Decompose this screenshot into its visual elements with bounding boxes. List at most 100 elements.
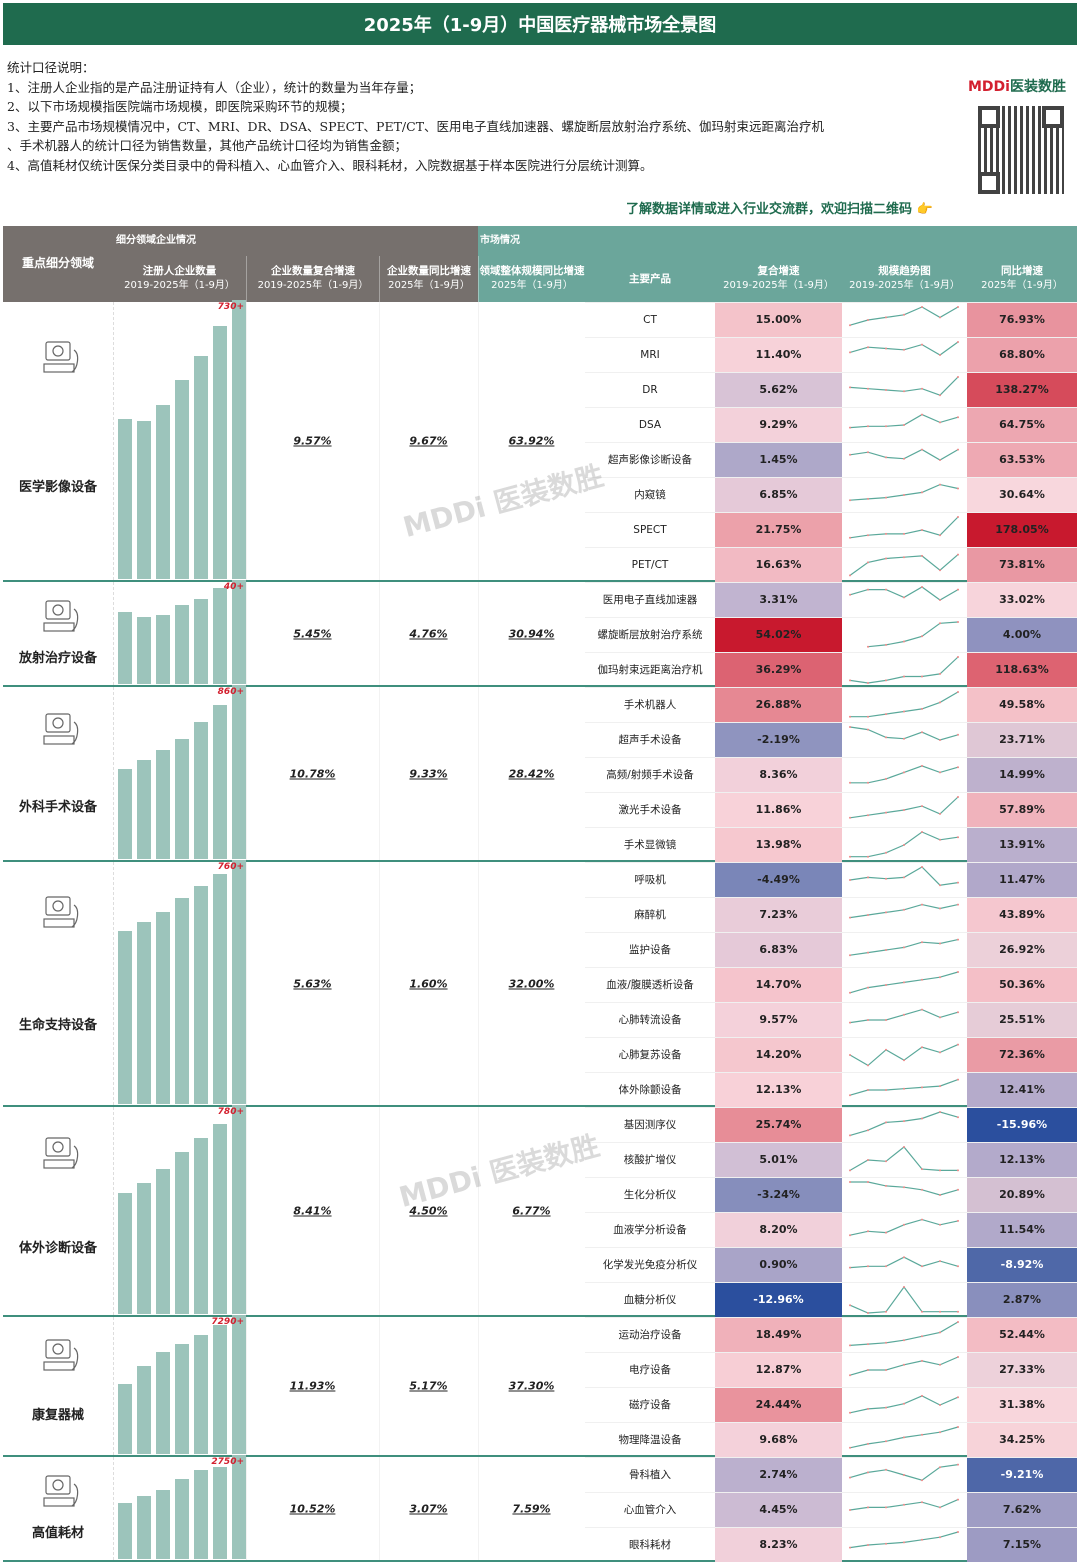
trend-point (939, 483, 941, 486)
market-yoy: 28.42% (508, 767, 555, 780)
trend-point (867, 451, 869, 454)
trend-point (903, 809, 905, 811)
enterprise-cagr: 8.41% (293, 1204, 332, 1218)
trend-point (921, 1433, 923, 1436)
registrant-bar (118, 1192, 132, 1314)
trend-point (921, 903, 923, 906)
trend-point (849, 916, 851, 919)
product-row: 物理降温设备 9.68% 34.25% (585, 1422, 1077, 1457)
trend-point (885, 643, 887, 646)
enterprise-cagr: 5.63% (293, 977, 332, 990)
trend-point (849, 351, 851, 354)
product-cagr: 25.74% (715, 1108, 842, 1142)
trend-sparkline (842, 968, 967, 1003)
trend-point (903, 640, 905, 643)
section-6: 高值耗材 2750+ 10.52% 3.07% 7.59% 骨科植入 2.74% -9.21%… (3, 1455, 1077, 1562)
product-name: 磁疗设备 (629, 1399, 671, 1411)
trend-sparkline (842, 793, 967, 828)
product-yoy: 76.93% (967, 303, 1077, 337)
product-row: DR 5.62% 138.27% (585, 372, 1077, 407)
trend-sparkline (842, 863, 967, 898)
registrant-bar (194, 722, 208, 859)
enterprise-yoy: 3.07% (409, 1502, 448, 1515)
qr-code[interactable] (978, 106, 1064, 194)
product-row: 超声手术设备 -2.19% 23.71% (585, 722, 1077, 757)
market-yoy: 63.92% (508, 434, 555, 448)
trend-point (957, 691, 959, 693)
product-cagr: 8.23% (715, 1528, 842, 1562)
product-name: 体外除颤设备 (618, 1084, 682, 1096)
trend-sparkline (842, 1248, 967, 1283)
note-line: 3、主要产品市场规模情况中，CT、MRI、DR、DSA、SPECT、PET/CT… (7, 118, 825, 134)
trend-line (849, 1464, 959, 1481)
product-name: 心肺转流设备 (618, 1014, 682, 1026)
registrant-bar (213, 874, 227, 1104)
product-row: 呼吸机 -4.49% 11.47% (585, 862, 1077, 897)
trend-point (867, 728, 869, 731)
trend-sparkline (842, 1073, 967, 1108)
trend-point (885, 1160, 887, 1163)
product-yoy: 52.44% (967, 1318, 1077, 1352)
product-row: 基因测序仪 25.74% -15.96% (585, 1107, 1077, 1142)
trend-point (957, 881, 959, 884)
product-yoy: 13.91% (967, 828, 1077, 862)
trend-point (921, 306, 923, 308)
trend-point (921, 529, 923, 531)
trend-point (903, 494, 905, 496)
divider (246, 582, 247, 685)
product-cagr: 6.85% (715, 478, 842, 512)
registrant-count-chart: 2750+ (113, 1455, 246, 1560)
trend-point (939, 771, 941, 774)
trend-point (885, 1440, 887, 1443)
product-name: 螺旋断层放射治疗系统 (597, 629, 703, 641)
product-yoy: 11.47% (967, 863, 1077, 897)
trend-point (939, 534, 941, 537)
trend-sparkline (842, 758, 967, 793)
section-4: 体外诊断设备 780+ 8.41% 4.50% 6.77% 基因测序仪 25.74% -15.… (3, 1105, 1077, 1317)
product-row: 体外除颤设备 12.13% 12.41% (585, 1072, 1077, 1107)
registrant-bar (194, 885, 208, 1104)
product-name: 基因测序仪 (623, 1119, 677, 1131)
product-row: 高频/射频手术设备 8.36% 14.99% (585, 757, 1077, 792)
trend-point (849, 679, 851, 682)
divider (379, 302, 380, 580)
header-col-title: 规模趋势图 (878, 265, 931, 277)
trend-sparkline (842, 618, 967, 653)
trend-point (903, 1541, 905, 1544)
cta-text: 了解数据详情或进入行业交流群，欢迎扫描二维码 👉 (626, 198, 933, 217)
trend-point (885, 679, 887, 682)
registrant-count-chart: 7290+ (113, 1315, 246, 1455)
registrant-bar (232, 1105, 246, 1314)
trend-point (921, 1335, 923, 1338)
registrant-bar (232, 300, 246, 579)
pointing-hand-icon: 👉 (916, 202, 933, 217)
ventilator-icon (38, 891, 83, 936)
trend-point (903, 675, 905, 678)
product-row: 心肺转流设备 9.57% 25.51% (585, 1002, 1077, 1037)
header-col-title: 注册人企业数量 (142, 265, 217, 277)
product-row: 超声影像诊断设备 1.45% 63.53% (585, 442, 1077, 477)
product-name: DR (642, 384, 658, 396)
product-row: 激光手术设备 11.86% 57.89% (585, 792, 1077, 827)
note-line: 2、以下市场规模指医院端市场规模，即医院采购环节的规模； (7, 99, 353, 114)
registrant-count-label: 780+ (217, 1107, 244, 1117)
trend-point (939, 569, 941, 572)
registrant-bar (232, 1315, 246, 1454)
product-cagr: 8.20% (715, 1213, 842, 1247)
product-yoy: 12.41% (967, 1073, 1077, 1107)
registrant-count-label: 730+ (217, 302, 244, 312)
product-cagr: 4.45% (715, 1493, 842, 1527)
note-line: 、手术机器人的统计口径为销售数量，其他产品统计口径均为销售金额； (7, 138, 408, 153)
trend-point (921, 1086, 923, 1089)
trend-point (903, 1436, 905, 1439)
divider (246, 1107, 247, 1315)
product-row: 血糖分析仪 -12.96% 2.87% (585, 1282, 1077, 1317)
microscope-icon (38, 1132, 83, 1177)
trend-point (957, 416, 959, 419)
trend-line (849, 376, 959, 396)
product-row: PET/CT 16.63% 73.81% (585, 547, 1077, 582)
trend-point (957, 1321, 959, 1323)
divider (478, 302, 479, 580)
trend-point (939, 1194, 941, 1196)
trend-sparkline (842, 303, 967, 338)
